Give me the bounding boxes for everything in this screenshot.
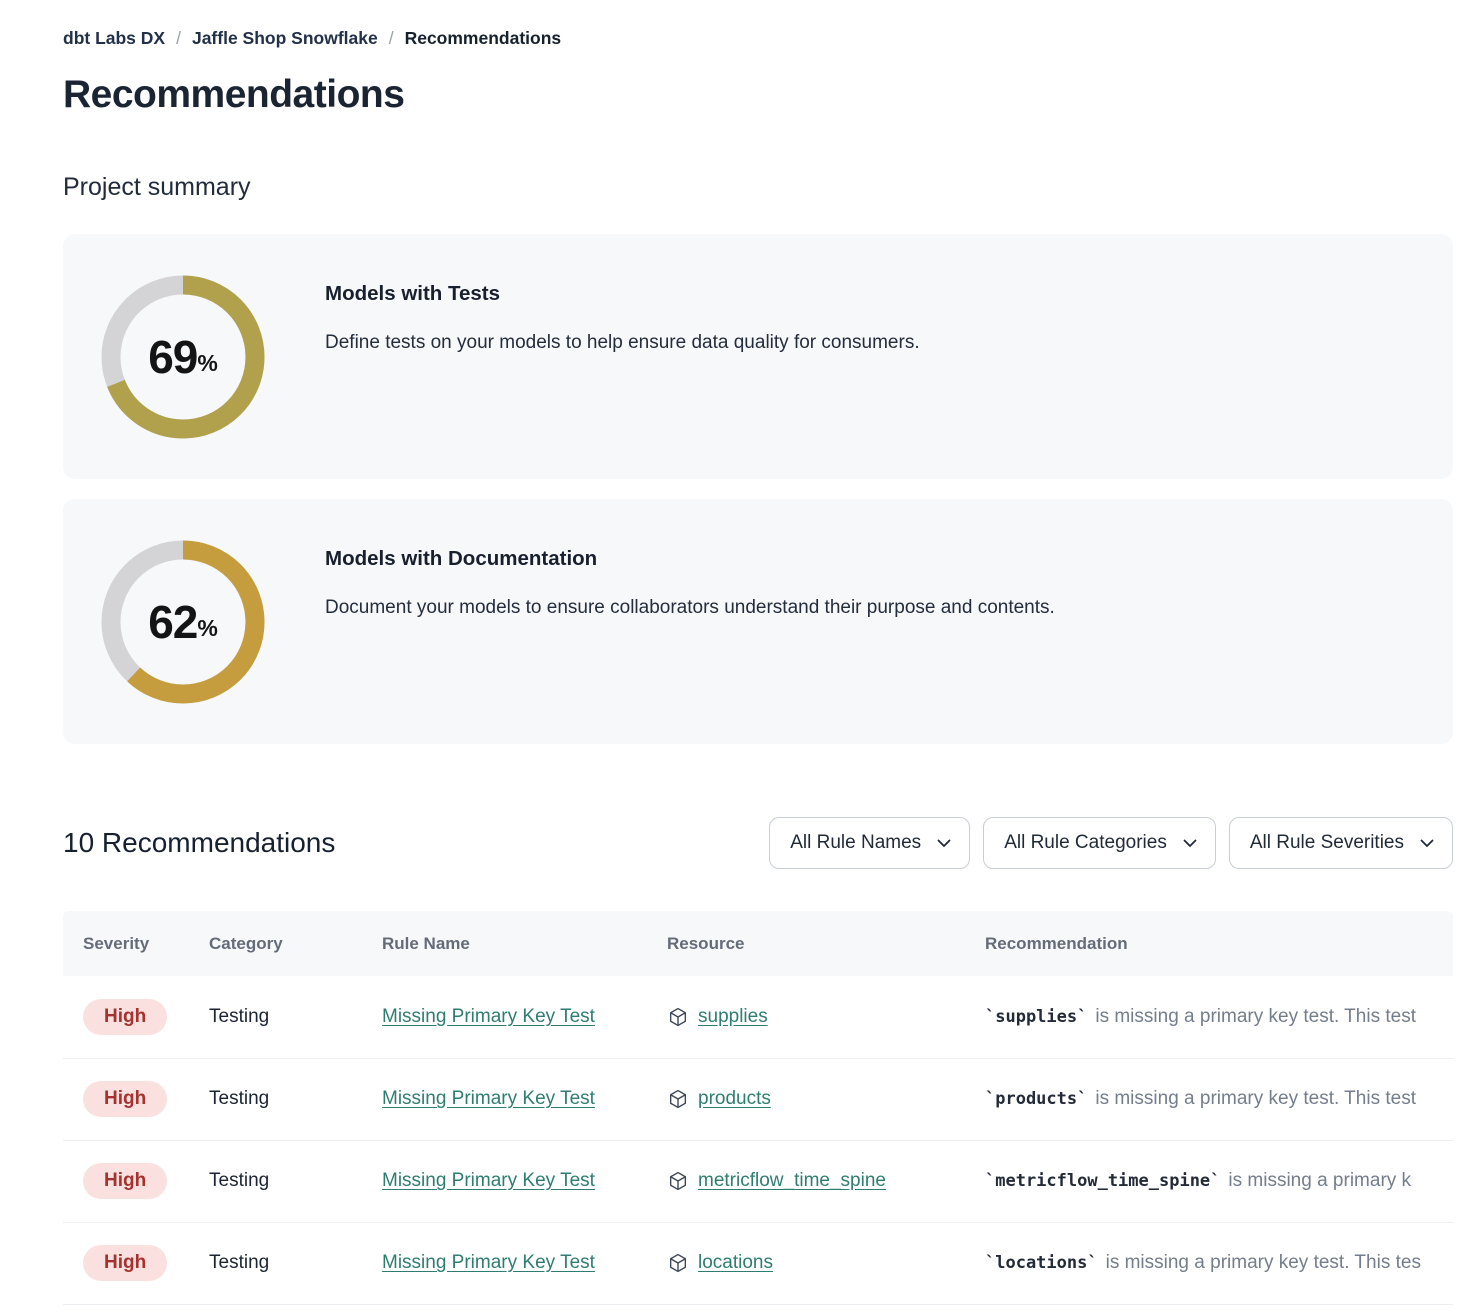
rule-name-link[interactable]: Missing Primary Key Test (382, 1252, 595, 1273)
category-label: Testing (209, 1088, 270, 1109)
filter-rule-severities-dropdown[interactable]: All Rule Severities (1228, 817, 1453, 869)
project-summary-heading: Project summary (63, 173, 251, 201)
recommendation-text: is missing a primary k (1228, 1170, 1412, 1191)
table-row: High Testing Missing Primary Key Test me… (63, 1140, 1453, 1222)
category-label: Testing (209, 1005, 270, 1027)
recommendation-code: `supplies` (985, 1006, 1088, 1027)
category-label: Testing (209, 1252, 270, 1273)
severity-badge-high: High (83, 1163, 168, 1199)
donut-arc-documentation (101, 540, 265, 703)
recommendation-text: is missing a primary key test. This test (1095, 1005, 1416, 1027)
recommendation-text: is missing a primary key test. This test (1095, 1088, 1416, 1109)
card-title-models-with-tests: Models with Tests (325, 282, 501, 305)
severity-badge-high: High (83, 998, 168, 1035)
recommendations-page: dbt Labs DX / Jaffle Shop Snowflake / Re… (63, 0, 1453, 1305)
donut-arc-tests (101, 275, 265, 438)
model-cube-icon (667, 1252, 689, 1274)
percent-sign: % (197, 350, 218, 376)
chevron-down-icon (1420, 832, 1434, 854)
breadcrumb-separator: / (176, 28, 181, 48)
card-title-models-with-documentation: Models with Documentation (325, 547, 598, 570)
recommendations-header: 10 Recommendations All Rule Names All Ru… (63, 817, 1453, 869)
card-body: Models with Tests Define tests on your m… (325, 282, 920, 354)
donut-percent-value: 69 (148, 330, 198, 383)
recommendations-table: Severity Category Rule Name Resource Rec… (63, 911, 1453, 1305)
donut-percent-value: 62 (148, 595, 198, 648)
filter-bar: All Rule Names All Rule Categories All R… (769, 817, 1453, 869)
card-description: Document your models to ensure collabora… (325, 597, 1055, 618)
summary-card-models-with-tests: 69 % Models with Tests Define tests on y… (63, 234, 1453, 479)
summary-card-models-with-documentation: 62 % Models with Documentation Document … (63, 499, 1453, 744)
rule-name-link[interactable]: Missing Primary Key Test (382, 1170, 595, 1191)
recommendation-code: `locations` (985, 1253, 1098, 1273)
recommendation-code: `products` (985, 1089, 1088, 1109)
percent-sign: % (197, 615, 218, 641)
filter-rule-categories-dropdown[interactable]: All Rule Categories (983, 817, 1216, 869)
table-row: High Testing Missing Primary Key Test pr… (63, 1058, 1453, 1140)
column-header-category: Category (209, 933, 283, 953)
resource-link[interactable]: metricflow_time_spine (698, 1170, 886, 1191)
recommendation-code: `metricflow_time_spine` (985, 1171, 1221, 1191)
column-header-resource: Resource (667, 933, 745, 953)
severity-badge-high: High (83, 1245, 168, 1281)
filter-label: All Rule Severities (1249, 832, 1404, 853)
table-row: High Testing Missing Primary Key Test lo… (63, 1222, 1453, 1304)
breadcrumb-item-environment[interactable]: Jaffle Shop Snowflake (191, 28, 378, 48)
page-title: Recommendations (63, 73, 405, 116)
category-label: Testing (209, 1170, 270, 1191)
table-header-row: Severity Category Rule Name Resource Rec… (63, 911, 1453, 976)
donut-chart-tests: 69 % (100, 274, 266, 440)
model-cube-icon (667, 1006, 689, 1028)
table-row: High Testing Missing Primary Key Test su… (63, 976, 1453, 1058)
chevron-down-icon (937, 832, 951, 854)
chevron-down-icon (1183, 832, 1197, 854)
recommendations-count-heading: 10 Recommendations (63, 827, 336, 858)
breadcrumb-separator: / (388, 28, 394, 48)
column-header-rule-name: Rule Name (382, 933, 470, 953)
rule-name-link[interactable]: Missing Primary Key Test (382, 1088, 595, 1109)
column-header-severity: Severity (83, 933, 150, 953)
donut-chart-documentation: 62 % (100, 539, 266, 705)
breadcrumb-item-project[interactable]: dbt Labs DX (63, 28, 166, 48)
resource-link[interactable]: locations (698, 1252, 773, 1273)
breadcrumb: dbt Labs DX / Jaffle Shop Snowflake / Re… (63, 28, 1453, 49)
card-description: Define tests on your models to help ensu… (325, 332, 920, 353)
model-cube-icon (667, 1088, 689, 1110)
filter-rule-names-dropdown[interactable]: All Rule Names (769, 817, 971, 869)
resource-link[interactable]: supplies (698, 1005, 768, 1027)
resource-link[interactable]: products (698, 1088, 771, 1109)
breadcrumb-item-current: Recommendations (404, 28, 562, 48)
model-cube-icon (667, 1170, 689, 1192)
severity-badge-high: High (83, 1081, 168, 1117)
filter-label: All Rule Names (790, 832, 922, 853)
filter-label: All Rule Categories (1004, 832, 1167, 853)
donut-percent-label: 69 % (100, 274, 266, 440)
rule-name-link[interactable]: Missing Primary Key Test (382, 1005, 595, 1027)
column-header-recommendation: Recommendation (985, 933, 1128, 953)
recommendation-text: is missing a primary key test. This tes (1105, 1252, 1421, 1273)
card-body: Models with Documentation Document your … (325, 547, 1055, 619)
donut-percent-label: 62 % (100, 539, 266, 705)
